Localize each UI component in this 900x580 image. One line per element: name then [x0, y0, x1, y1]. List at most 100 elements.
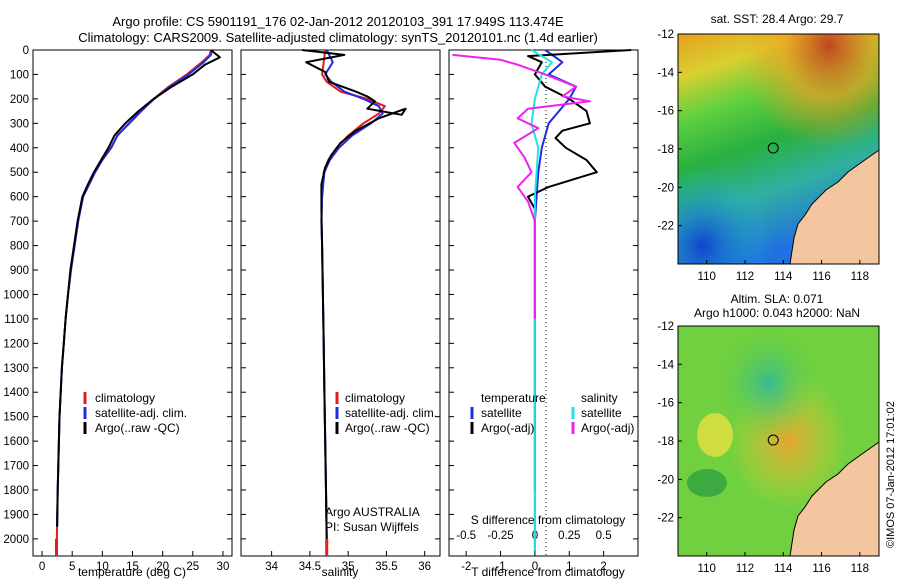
legend-label-argo: Argo(..raw -QC)	[345, 421, 430, 435]
difference-salinity_argo-line	[452, 53, 591, 319]
map-x-tick-label: 110	[698, 271, 716, 283]
map-x-tick-label: 116	[812, 271, 830, 283]
legend-label-s-satellite: satellite	[581, 406, 622, 420]
temperature-x-tick-label: 20	[156, 561, 169, 573]
difference-x2-tick-label: 0.25	[558, 530, 580, 542]
map-y-tick-label: -20	[657, 182, 674, 194]
legend-label-satellite: satellite-adj. clim.	[345, 406, 437, 420]
map-y-tick-label: -16	[657, 106, 674, 118]
depth-tick-label: 1400	[3, 387, 29, 399]
salinity-x-axis: 34 34.5 35 35.5 36	[265, 551, 431, 573]
sst-map	[677, 33, 880, 265]
sla-yellow-patch	[697, 413, 733, 457]
legend-label-argo: Argo(..raw -QC)	[95, 421, 180, 435]
difference-satellite-line	[533, 49, 578, 552]
salinity-satellite-line	[320, 49, 384, 539]
depth-tick-label: 400	[10, 143, 29, 155]
sst-map-title: sat. SST: 28.4 Argo: 29.7	[711, 12, 844, 26]
float-pi-annotation: PI: Susan Wijffels	[325, 520, 419, 534]
legend-label-climatology: climatology	[95, 391, 155, 405]
temperature-panel-frame	[32, 49, 233, 557]
depth-tick-label: 1300	[3, 363, 29, 375]
map-y-tick-label: -20	[657, 474, 674, 486]
salinity-panel-frame	[240, 49, 441, 557]
temperature-legend: climatology satellite-adj. clim. Argo(..…	[83, 391, 187, 435]
sla-map-title-line2: Argo h1000: 0.043 h2000: NaN	[694, 306, 860, 320]
difference-x-axis: -2 -1 0 1 2	[461, 551, 607, 573]
depth-tick-label: 1800	[3, 485, 29, 497]
map-y-tick-label: -12	[657, 321, 674, 333]
map-x-tick-label: 118	[851, 563, 869, 575]
depth-tick-label: 1600	[3, 436, 29, 448]
salinity-x-label: salinity	[322, 565, 359, 579]
float-owner-annotation: Argo AUSTRALIA	[325, 505, 420, 519]
map-x-tick-label: 116	[812, 563, 830, 575]
map-x-tick-label: 112	[736, 563, 754, 575]
map-x-tick-label: 110	[698, 563, 716, 575]
difference-x2-label: S difference from climatology	[471, 513, 626, 527]
figure-title-line2: Climatology: CARS2009. Satellite-adjuste…	[78, 30, 598, 45]
difference-x-tick-label: 0	[532, 561, 538, 573]
depth-tick-label: 700	[10, 216, 29, 228]
temperature-x-tick-label: 0	[39, 561, 45, 573]
map-x-tick-label: 118	[851, 271, 869, 283]
temperature-x-axis: 0 5 10 15 20 25 30	[39, 551, 229, 573]
sla-map-title-line1: Altim. SLA: 0.071	[731, 292, 824, 306]
salinity-x-tick-label: 35.5	[375, 561, 397, 573]
difference-series	[452, 49, 632, 552]
map-x-tick-label: 112	[736, 271, 754, 283]
difference-x2-tick-label: -0.25	[487, 530, 513, 542]
sst-land	[790, 150, 879, 264]
temperature-satellite-line	[56, 49, 214, 527]
depth-tick-label: 900	[10, 265, 29, 277]
legend-title-salinity: salinity	[581, 391, 618, 405]
map-y-tick-label: -14	[657, 359, 674, 371]
sst-argo-location-marker	[767, 142, 779, 154]
sst-coastline	[789, 149, 880, 265]
difference-x-label: T difference from climatology	[471, 565, 625, 579]
temperature-x-label: temperature (deg C)	[78, 565, 186, 579]
map-y-tick-label: -12	[657, 29, 674, 41]
difference-salinity_satellite-line	[530, 49, 554, 552]
map-y-tick-label: -22	[657, 513, 674, 525]
salinity-argo-line	[302, 49, 407, 539]
salinity-x-tick-label: 34	[265, 561, 278, 573]
depth-axis: 0 100 200 300 400 500 600 700 800 900 1000 1100 1200…	[3, 45, 638, 546]
map-x-tick-label: 114	[774, 563, 793, 575]
legend-label-climatology: climatology	[345, 391, 405, 405]
difference-x-tick-label: 2	[600, 561, 606, 573]
depth-tick-label: 600	[10, 192, 29, 204]
map-y-tick-label: -18	[657, 436, 674, 448]
legend-title-temperature: temperature	[481, 391, 546, 405]
depth-tick-label: 0	[23, 45, 29, 57]
difference-x2-tick-label: 0.5	[596, 530, 612, 542]
sla-argo-location-marker	[767, 434, 779, 446]
map-y-tick-label: -18	[657, 144, 674, 156]
depth-tick-label: 500	[10, 167, 29, 179]
temperature-x-tick-label: 5	[69, 561, 75, 573]
salinity-x-tick-label: 34.5	[299, 561, 321, 573]
depth-tick-label: 1200	[3, 338, 29, 350]
salinity-series	[302, 49, 407, 556]
depth-tick-label: 800	[10, 241, 29, 253]
temperature-climatology-line	[55, 49, 212, 552]
salinity-x-tick-label: 36	[418, 561, 431, 573]
depth-tick-label: 1500	[3, 412, 29, 424]
difference-x-tick-label: -1	[495, 561, 505, 573]
difference-legend: temperature satellite Argo(-adj) salinit…	[470, 391, 634, 435]
difference-panel-frame	[448, 49, 639, 557]
depth-tick-label: 2000	[3, 534, 29, 546]
temperature-x-tick-label: 25	[186, 561, 199, 573]
sla-dark-patch	[687, 469, 727, 497]
depth-tick-label: 1700	[3, 461, 29, 473]
depth-tick-label: 1000	[3, 289, 29, 301]
sst-map-axes: 110 112 114 116 118 -12 -14 -16 -18 -20 -22	[657, 29, 869, 283]
figure-title-line1: Argo profile: CS 5901191_176 02-Jan-2012…	[112, 14, 564, 29]
difference-x2-axis: -0.5 -0.25 0 0.25 0.5	[456, 530, 611, 542]
sla-map-axes: 110 112 114 116 118 -12 -14 -16 -18 -20 -22	[657, 321, 869, 575]
legend-label-s-argo: Argo(-adj)	[581, 421, 634, 435]
map-y-tick-label: -16	[657, 398, 674, 410]
depth-tick-label: 1900	[3, 509, 29, 521]
difference-x-tick-label: -2	[461, 561, 471, 573]
